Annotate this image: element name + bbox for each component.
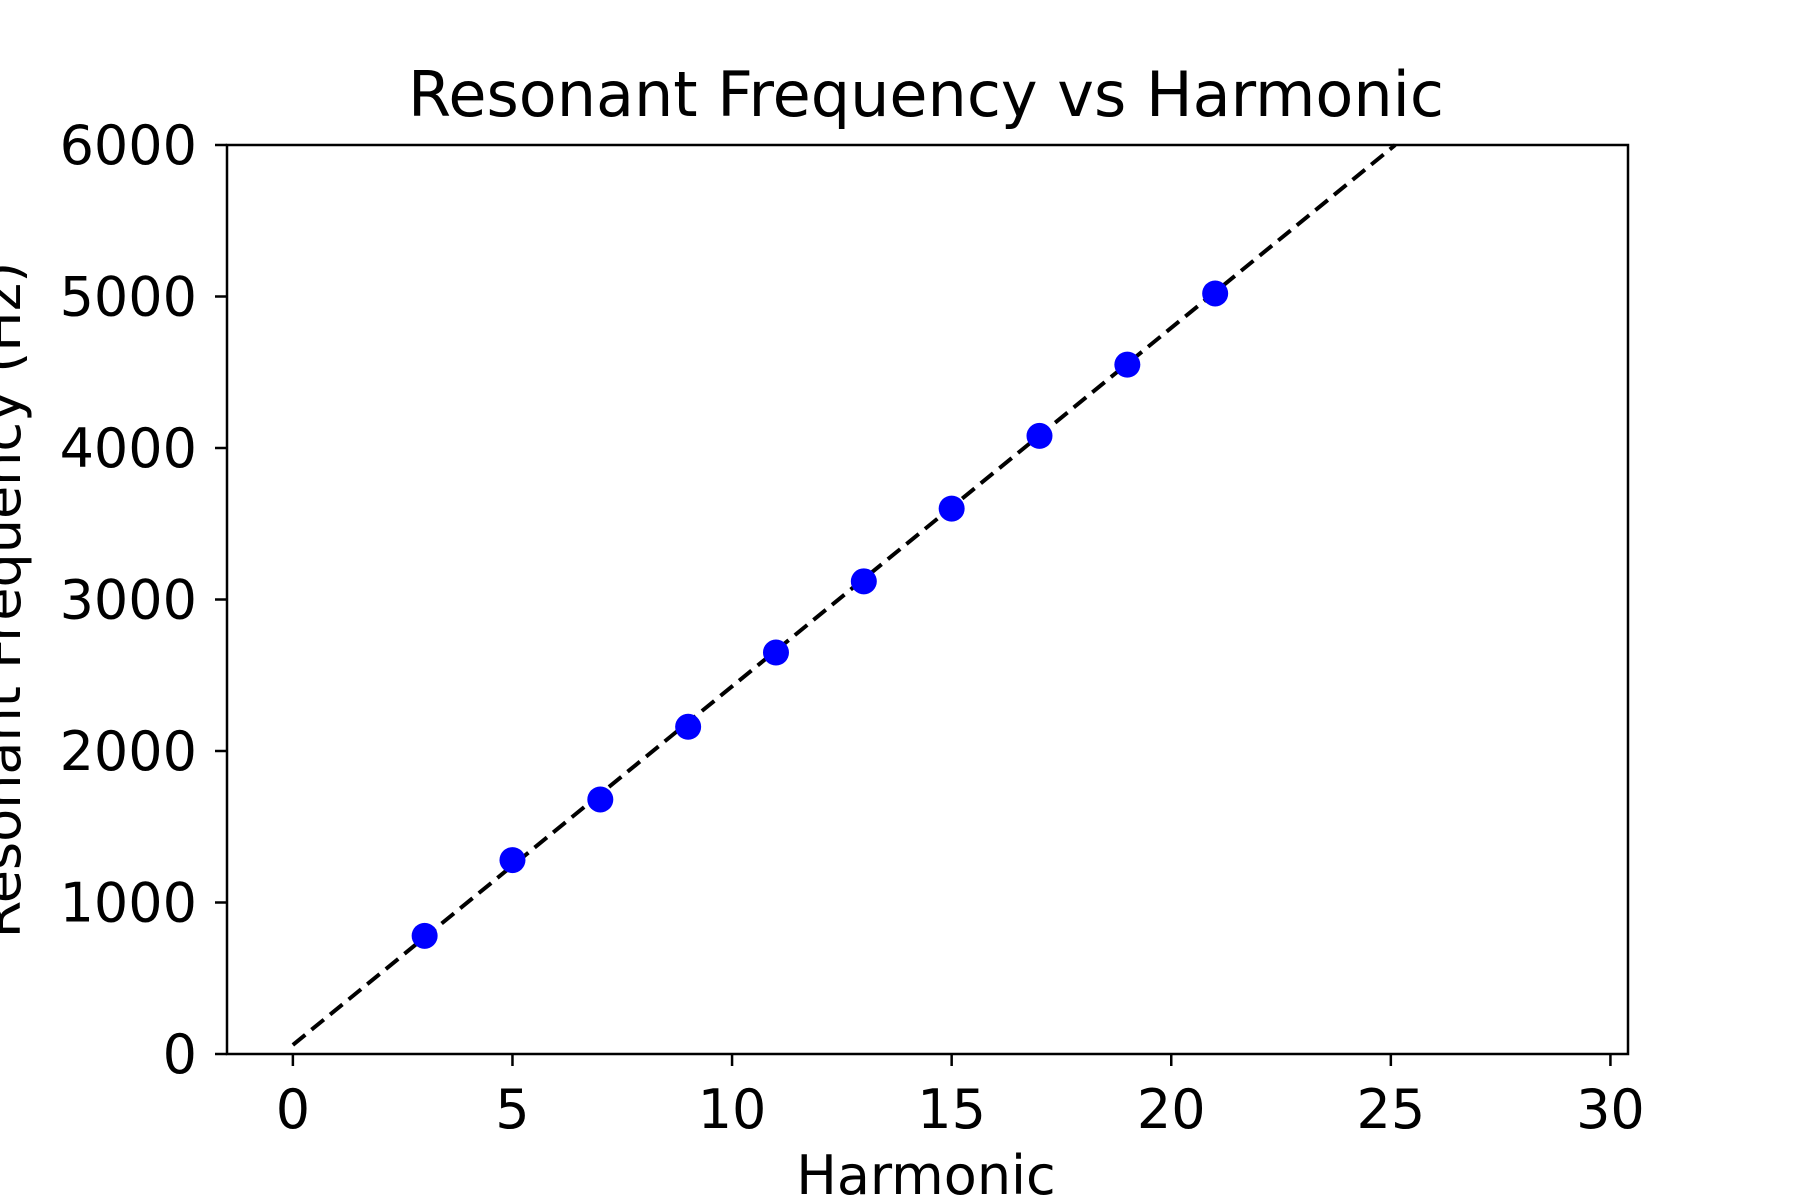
y-tick-label: 3000 bbox=[60, 569, 197, 632]
x-tick-label: 20 bbox=[1137, 1078, 1206, 1141]
x-tick-label: 25 bbox=[1356, 1078, 1425, 1141]
y-tick-label: 6000 bbox=[60, 114, 197, 177]
y-tick-label: 5000 bbox=[60, 266, 197, 329]
data-point bbox=[850, 568, 877, 595]
data-point bbox=[1026, 422, 1053, 449]
x-tick-label: 10 bbox=[698, 1078, 767, 1141]
data-point bbox=[762, 639, 789, 666]
data-point bbox=[938, 495, 965, 522]
data-point bbox=[499, 847, 526, 874]
data-point bbox=[675, 713, 702, 740]
x-tick-label: 30 bbox=[1576, 1078, 1645, 1141]
chart-title: Resonant Frequency vs Harmonic bbox=[408, 58, 1444, 131]
plot-frame bbox=[225, 143, 1630, 1056]
fit-line bbox=[291, 143, 1397, 1047]
data-point bbox=[587, 786, 614, 813]
data-point bbox=[1202, 280, 1229, 307]
y-tick-label: 0 bbox=[163, 1023, 197, 1086]
data-point bbox=[1114, 351, 1141, 378]
y-tick-label: 4000 bbox=[60, 417, 197, 480]
x-tick-label: 5 bbox=[495, 1078, 529, 1141]
y-tick-label: 2000 bbox=[60, 720, 197, 783]
data-point bbox=[411, 922, 438, 949]
y-axis-label: Resonant Frequency (Hz) bbox=[0, 262, 33, 939]
y-tick-label: 1000 bbox=[60, 872, 197, 935]
x-tick-label: 15 bbox=[917, 1078, 986, 1141]
x-axis-label: Harmonic bbox=[796, 1144, 1056, 1200]
x-tick-label: 0 bbox=[276, 1078, 310, 1141]
